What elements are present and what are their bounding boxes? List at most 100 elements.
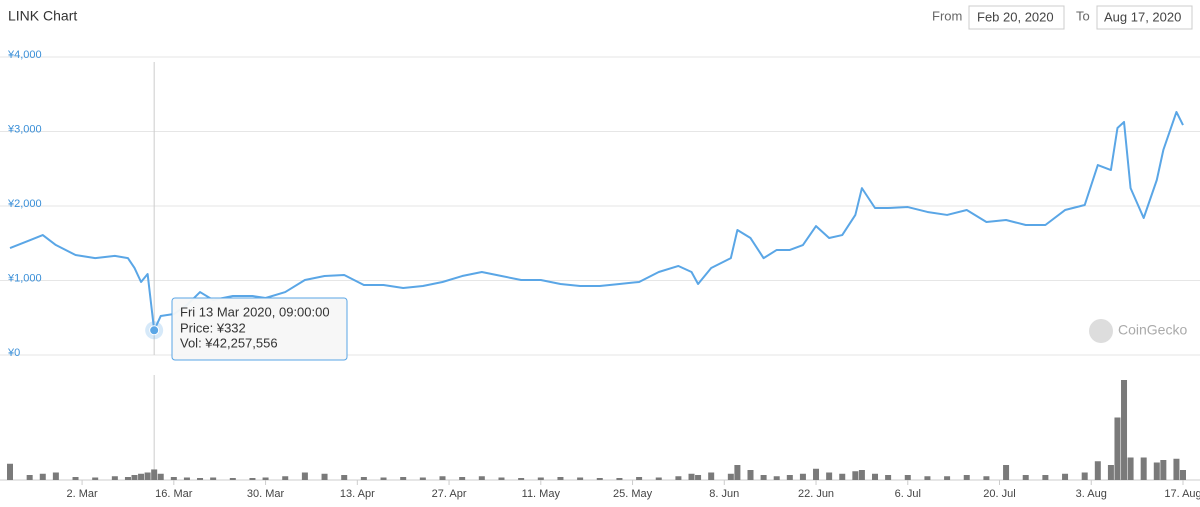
volume-bar: [39, 473, 46, 480]
volume-bar: [872, 473, 879, 480]
y-tick-label: ¥3,000: [7, 123, 42, 135]
volume-bar: [1173, 458, 1180, 480]
to-input[interactable]: [1096, 5, 1193, 30]
x-tick-label: 27. Apr: [432, 488, 467, 500]
volume-bar: [708, 472, 715, 480]
volume-bar: [138, 473, 145, 480]
volume-bar: [321, 473, 328, 480]
tooltip-title: Fri 13 Mar 2020, 09:00:00: [180, 304, 330, 319]
volume-bar: [360, 477, 367, 480]
volume-bar: [229, 478, 236, 480]
volume-bar: [380, 477, 387, 480]
volume-bar: [1022, 475, 1029, 480]
y-tick-label: ¥0: [7, 347, 20, 359]
to-label: To: [1076, 8, 1090, 23]
volume-bar: [249, 478, 256, 480]
watermark: CoinGecko: [1118, 322, 1187, 338]
x-tick-label: 17. Aug: [1164, 488, 1200, 500]
volume-bar: [478, 476, 485, 480]
volume-bar: [1094, 461, 1101, 480]
volume-bar: [885, 475, 892, 480]
volume-bar: [26, 475, 33, 480]
x-tick-label: 3. Aug: [1076, 488, 1107, 500]
x-tick-label: 25. May: [613, 488, 653, 500]
from-input[interactable]: [968, 5, 1065, 30]
volume-bar: [1153, 462, 1160, 480]
volume-bar: [688, 473, 695, 480]
volume-bar: [557, 477, 564, 480]
volume-bar: [439, 476, 446, 480]
from-value[interactable]: Feb 20, 2020: [977, 9, 1054, 24]
volume-bar: [596, 478, 603, 480]
volume-bar: [92, 477, 99, 480]
volume-bar: [963, 475, 970, 480]
volume-bar: [262, 477, 269, 480]
volume-bar: [1160, 460, 1167, 480]
volume-bar: [983, 476, 990, 480]
volume-bar: [734, 465, 741, 480]
volume-bar: [157, 473, 164, 480]
volume-bar: [616, 478, 623, 480]
y-tick-label: ¥1,000: [7, 272, 42, 284]
volume-bar: [839, 473, 846, 480]
volume-bar: [1140, 457, 1147, 480]
y-tick-label: ¥2,000: [7, 198, 42, 210]
hover-point: [149, 325, 160, 336]
volume-bar: [924, 476, 931, 480]
x-tick-label: 30. Mar: [247, 488, 285, 500]
volume-bar: [747, 470, 754, 480]
volume-bar: [675, 476, 682, 480]
tooltip-line: Price: ¥332: [180, 320, 246, 335]
tooltip-line: Vol: ¥42,257,556: [180, 335, 278, 350]
volume-bar: [1003, 465, 1010, 480]
x-tick-label: 8. Jun: [709, 488, 739, 500]
volume-bar: [170, 477, 177, 480]
volume-bar: [636, 477, 643, 480]
watermark-logo: [1089, 319, 1113, 343]
volume-bar: [799, 473, 806, 480]
volume-bar: [131, 475, 138, 480]
volume-bar: [773, 476, 780, 480]
volume-bar: [695, 475, 702, 480]
volume-bar: [419, 477, 426, 480]
volume-bar: [111, 476, 118, 480]
volume-bar: [852, 471, 859, 480]
volume-bar: [577, 477, 584, 480]
volume-bar: [210, 477, 217, 480]
x-tick-label: 22. Jun: [798, 488, 834, 500]
volume-bar: [1121, 380, 1128, 480]
x-tick-label: 13. Apr: [340, 488, 375, 500]
volume-bar: [301, 472, 308, 480]
volume-bar: [518, 478, 525, 480]
volume-bar: [944, 476, 951, 480]
volume-bar: [197, 478, 204, 480]
x-tick-label: 16. Mar: [155, 488, 193, 500]
volume-bar: [400, 477, 407, 480]
from-label: From: [932, 8, 962, 23]
volume-bar: [7, 463, 13, 480]
y-tick-label: ¥4,000: [7, 49, 42, 61]
to-value[interactable]: Aug 17, 2020: [1104, 9, 1181, 24]
volume-bar: [1107, 465, 1114, 480]
volume-bar: [786, 475, 793, 480]
tooltip-box: [171, 297, 348, 361]
volume-bar: [1042, 475, 1049, 480]
volume-bar: [655, 477, 662, 480]
x-tick-label: 20. Jul: [983, 488, 1015, 500]
volume-bar: [858, 470, 865, 480]
x-tick-label: 6. Jul: [895, 488, 921, 500]
volume-bar: [1081, 472, 1088, 480]
volume-bar: [183, 477, 190, 480]
volume-bar: [72, 477, 79, 480]
volume-bar: [459, 477, 466, 480]
volume-bar: [124, 477, 131, 480]
volume-bar: [52, 472, 59, 480]
volume-bar: [813, 468, 820, 480]
volume-bar: [904, 475, 911, 480]
volume-bar: [282, 476, 289, 480]
x-tick-label: 11. May: [522, 488, 561, 500]
volume-bar: [727, 473, 734, 480]
volume-bar: [826, 472, 833, 480]
